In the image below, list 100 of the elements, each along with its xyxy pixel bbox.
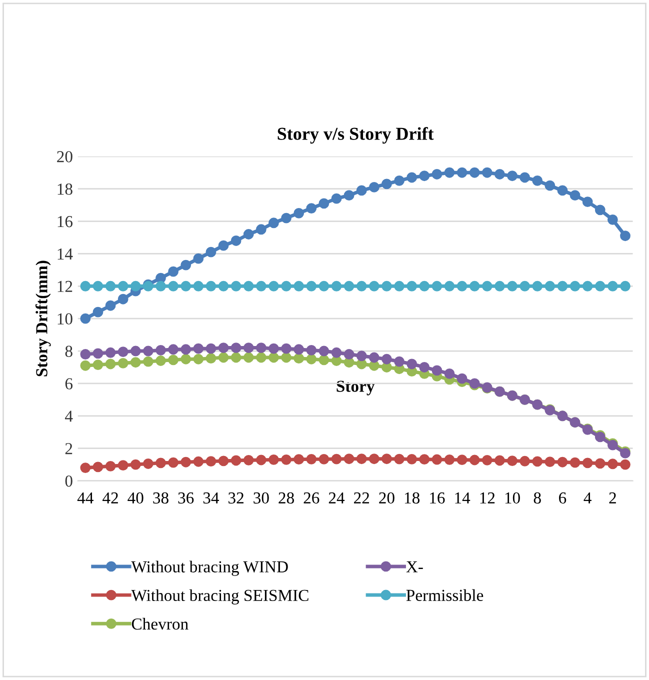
y-tick-label: 14: [58, 248, 73, 260]
point: [607, 214, 618, 225]
point: [570, 190, 580, 201]
point: [243, 280, 254, 292]
point: [130, 357, 141, 368]
point: [469, 167, 480, 178]
point: [142, 346, 154, 356]
point: [382, 454, 392, 464]
point: [243, 454, 254, 466]
y-tick-label: 2: [65, 443, 72, 454]
point: [294, 280, 304, 292]
point: [570, 280, 580, 292]
point: [356, 454, 367, 464]
point: [432, 454, 442, 465]
y-tick-label: 8: [65, 346, 72, 357]
point: [494, 280, 505, 292]
point: [80, 349, 91, 360]
point: [294, 353, 304, 364]
x-tick-label: 24: [328, 492, 345, 504]
point: [368, 352, 380, 363]
point: [80, 280, 91, 292]
point: [206, 353, 216, 364]
x-tick-label: 36: [178, 492, 194, 504]
point: [180, 354, 192, 364]
point: [193, 343, 204, 354]
point: [557, 280, 568, 292]
point: [582, 196, 593, 208]
x-tick-label: 6: [559, 492, 566, 504]
point: [620, 230, 630, 242]
x-tick-label: 40: [128, 492, 144, 504]
point: [268, 280, 279, 292]
point: [92, 348, 104, 359]
legend-label: Without bracing SEISMIC: [131, 589, 308, 604]
point: [130, 459, 141, 470]
point: [331, 347, 342, 358]
point: [544, 180, 556, 191]
point: [92, 280, 104, 292]
y-tick-label: 12: [58, 280, 72, 292]
point: [356, 280, 367, 292]
point: [268, 454, 279, 465]
point: [243, 342, 254, 353]
y-tick-label: 0: [65, 475, 72, 487]
point: [156, 458, 166, 468]
point: [105, 280, 116, 292]
y-tick-label: 16: [58, 216, 73, 228]
x-tick-label: 2: [609, 492, 616, 504]
point: [306, 454, 317, 464]
point: [406, 358, 418, 370]
point: [594, 204, 606, 216]
point: [281, 212, 292, 224]
point: [507, 280, 518, 292]
point: [230, 352, 242, 363]
point: [368, 280, 380, 292]
point: [594, 280, 606, 292]
point: [218, 352, 229, 363]
legend-label: X-: [406, 561, 423, 572]
point: [206, 343, 216, 354]
point: [206, 246, 216, 258]
point: [105, 460, 116, 472]
point: [582, 458, 593, 468]
x-tick-label: 12: [480, 492, 495, 504]
point: [156, 356, 166, 366]
point: [456, 454, 468, 466]
x-tick-label: 14: [455, 492, 470, 504]
point: [168, 457, 178, 468]
point: [557, 185, 568, 196]
point: [180, 456, 192, 468]
point: [168, 266, 178, 277]
point: [168, 280, 178, 292]
point: [118, 294, 128, 304]
point: [356, 350, 367, 362]
point: [318, 346, 330, 356]
point: [544, 280, 556, 292]
point: [130, 280, 141, 292]
point: [607, 458, 618, 470]
point: [92, 462, 104, 472]
point: [331, 193, 342, 204]
point: [594, 458, 606, 469]
point: [544, 456, 556, 467]
point: [230, 455, 242, 466]
point: [256, 342, 266, 353]
point: [331, 454, 342, 464]
point: [193, 456, 204, 467]
x-tick-label: 4: [584, 492, 592, 504]
x-tick-label: 38: [153, 492, 168, 504]
y-tick-label: 20: [57, 151, 72, 162]
point: [382, 280, 392, 292]
point: [620, 459, 630, 470]
point: [607, 280, 618, 292]
point: [193, 280, 204, 292]
point: [256, 280, 266, 292]
x-tick-label: 32: [228, 492, 244, 504]
point: [406, 454, 418, 464]
point: [456, 373, 468, 384]
point: [230, 342, 242, 353]
point: [432, 169, 442, 180]
point: [532, 176, 543, 186]
point: [105, 347, 116, 358]
point: [344, 454, 354, 464]
point: [331, 280, 342, 292]
